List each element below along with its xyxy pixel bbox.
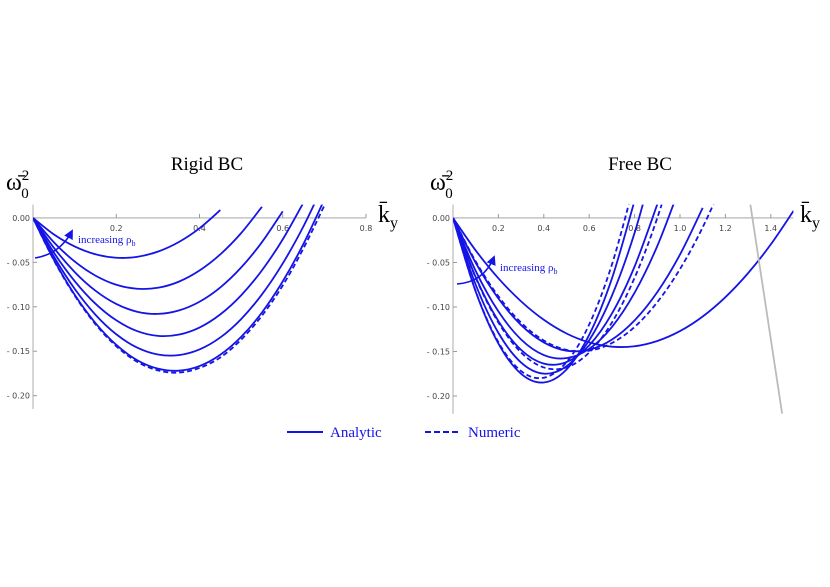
y-tick-label: - 0.05	[427, 258, 450, 267]
chart-title: Free BC	[608, 154, 672, 175]
y-axis-label: ω̄2 0	[6, 168, 29, 202]
x-axis-label-sub: y	[390, 215, 398, 232]
x-tick-label: 0.2	[492, 224, 505, 233]
legend-label: Analytic	[330, 425, 382, 441]
curve	[453, 210, 794, 348]
y-axis-label-base: ω̄	[430, 170, 450, 196]
annotation-sub: b	[131, 239, 135, 248]
curve	[33, 210, 284, 315]
annotation-text: increasing ρ	[500, 262, 554, 274]
curve	[453, 204, 663, 371]
y-tick-label: - 0.20	[7, 392, 30, 401]
curve	[453, 204, 675, 360]
annotation: increasing ρb	[78, 234, 135, 248]
x-tick-label: 1.4	[764, 224, 777, 233]
y-axis-label-sub: 0	[21, 186, 29, 202]
curve	[33, 204, 304, 338]
curve	[453, 207, 704, 353]
x-tick-label: 0.6	[276, 224, 289, 233]
annotation-arrow	[456, 255, 496, 285]
y-tick-label: - 0.05	[7, 258, 30, 267]
annotation-text: increasing ρ	[78, 234, 132, 246]
y-axis-label-sup: 2	[446, 168, 454, 184]
x-tick-label: 0.8	[360, 224, 373, 233]
y-tick-label: - 0.15	[427, 347, 450, 356]
x-axis-label-sub: y	[812, 215, 820, 232]
chart-title: Rigid BC	[171, 154, 243, 175]
x-tick-label: 0.4	[537, 224, 550, 233]
y-axis-label-base: ω̄	[6, 170, 26, 196]
curve	[33, 204, 316, 357]
curve	[453, 204, 644, 375]
annotation-sub: b	[553, 267, 557, 276]
curve	[33, 205, 326, 374]
x-axis-label: k̄y	[800, 202, 820, 232]
y-tick-label: 0.00	[12, 214, 30, 223]
curve	[33, 209, 221, 259]
x-tick-label: 0.6	[583, 224, 596, 233]
curve	[749, 204, 784, 414]
annotation-arrow	[34, 229, 73, 259]
x-tick-label: 1.0	[674, 224, 687, 233]
curve	[453, 204, 715, 353]
y-axis-label-sub: 0	[445, 186, 453, 202]
curve	[453, 204, 630, 380]
curve	[33, 206, 263, 290]
y-tick-label: - 0.10	[427, 303, 450, 312]
x-tick-label: 0.8	[628, 224, 641, 233]
x-axis-label-base: k̄	[800, 202, 812, 228]
x-tick-label: 0.2	[110, 224, 123, 233]
y-tick-label: 0.00	[432, 214, 450, 223]
x-axis-label: k̄y	[378, 202, 398, 232]
x-tick-label: 1.2	[719, 224, 732, 233]
y-axis-label: ω̄2 0	[430, 168, 453, 202]
y-tick-label: - 0.10	[7, 303, 30, 312]
x-axis-label-base: k̄	[378, 202, 390, 228]
y-axis-label-sup: 2	[22, 168, 30, 184]
annotation: increasing ρb	[500, 262, 557, 276]
y-tick-label: - 0.20	[427, 392, 450, 401]
y-tick-label: - 0.15	[7, 347, 30, 356]
legend-label: Numeric	[468, 425, 521, 441]
